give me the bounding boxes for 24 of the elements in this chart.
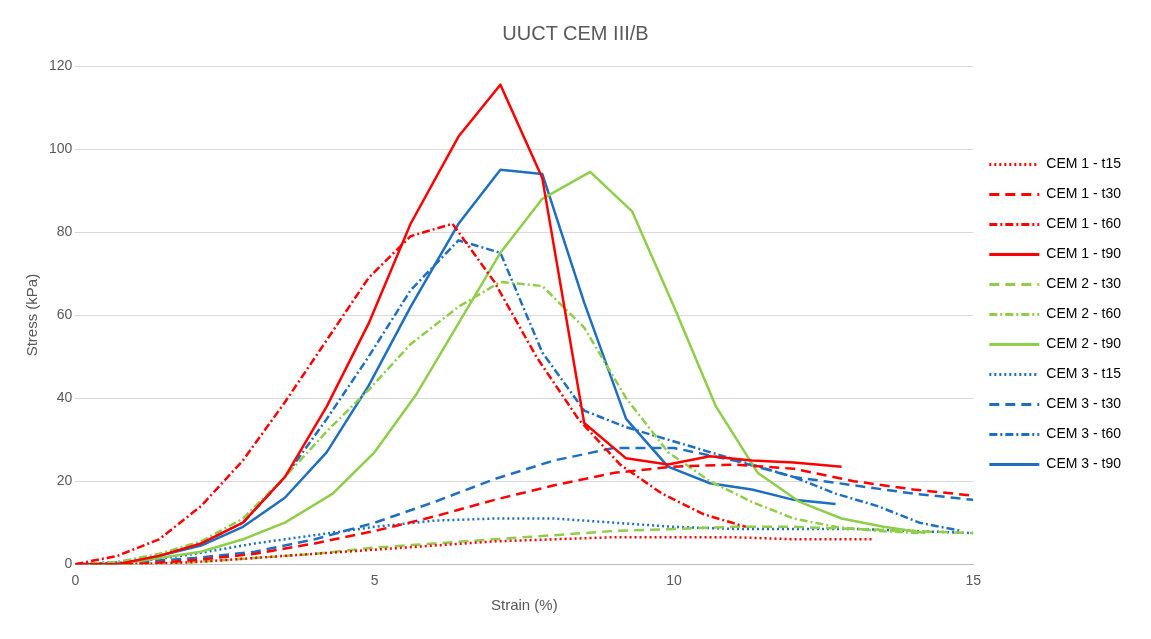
legend-label: CEM 1 - t90 xyxy=(1046,245,1122,262)
x-tick-label: 10 xyxy=(666,572,682,589)
legend-label: CEM 2 - t30 xyxy=(1046,275,1122,292)
x-tick-label: 5 xyxy=(370,572,379,589)
chart-title: UUCT CEM III/B xyxy=(502,21,649,44)
legend-label: CEM 3 - t15 xyxy=(1046,365,1122,382)
legend-label: CEM 1 - t30 xyxy=(1046,185,1122,202)
legend-label: CEM 2 - t60 xyxy=(1046,305,1122,322)
x-tick-label: 15 xyxy=(965,572,982,589)
legend-label: CEM 3 - t90 xyxy=(1046,455,1122,472)
y-tick-label: 120 xyxy=(49,56,73,73)
legend-label: CEM 3 - t30 xyxy=(1046,395,1122,412)
y-tick-label: 40 xyxy=(56,388,73,405)
legend-label: CEM 3 - t60 xyxy=(1046,425,1122,442)
legend-label: CEM 1 - t15 xyxy=(1046,155,1122,172)
legend-label: CEM 2 - t90 xyxy=(1046,335,1122,352)
legend-label: CEM 1 - t60 xyxy=(1046,215,1122,232)
y-tick-label: 60 xyxy=(56,305,73,322)
y-tick-label: 0 xyxy=(64,555,73,572)
y-tick-label: 80 xyxy=(56,222,73,239)
x-axis-title: Strain (%) xyxy=(490,596,558,614)
y-tick-label: 20 xyxy=(56,472,73,489)
y-axis-title: Stress (kPa) xyxy=(23,273,41,357)
y-tick-label: 100 xyxy=(49,139,73,156)
